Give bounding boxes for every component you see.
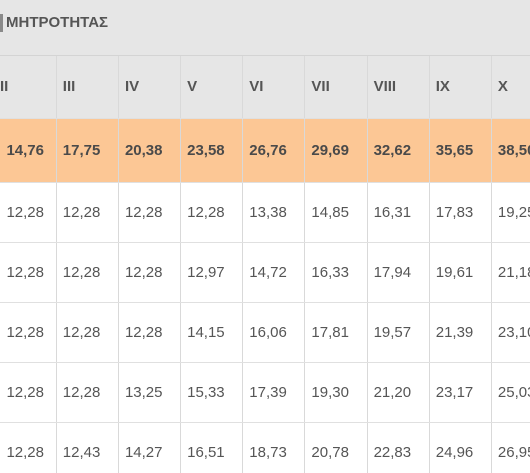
column-header: X: [491, 56, 530, 119]
table-cell: 12,28: [0, 422, 57, 473]
table-cell: 21,20: [367, 362, 430, 423]
table-cell: 12,28: [56, 242, 119, 303]
column-header: VIII: [367, 56, 430, 119]
table-cell: 20,78: [304, 422, 368, 473]
table-header-row: II III IV V VI VII VIII IX X: [0, 56, 530, 119]
rate-table: II III IV V VI VII VIII IX X 14,76 17,75…: [0, 56, 530, 473]
column-header: V: [180, 56, 244, 119]
table-cell: 26,76: [242, 118, 306, 183]
table-cell: 25,03: [491, 362, 530, 423]
table-cell: 21,39: [429, 302, 492, 363]
table-cell: 35,65: [429, 118, 492, 183]
table-cell: 16,06: [242, 302, 306, 363]
table-cell: 19,25: [491, 182, 530, 243]
column-header: VI: [242, 56, 306, 119]
table-cell: 14,27: [118, 422, 182, 473]
table-cell: 21,18: [491, 242, 530, 303]
table-cell: 17,75: [56, 118, 119, 183]
caption-marker: [0, 14, 3, 32]
table-cell: 12,28: [0, 302, 57, 363]
table-cell: 19,57: [367, 302, 430, 363]
table-cell: 12,28: [180, 182, 244, 243]
table-cell: 20,38: [118, 118, 182, 183]
table-cell: 12,28: [0, 242, 57, 303]
table-cell: 23,58: [180, 118, 244, 183]
table-cell: 13,25: [118, 362, 182, 423]
table-cell: 32,62: [367, 118, 430, 183]
table-cell: 12,28: [118, 182, 182, 243]
table-cell: 12,28: [118, 242, 182, 303]
table-cell: 26,95: [491, 422, 530, 473]
column-header: IX: [429, 56, 492, 119]
table-cell: 12,97: [180, 242, 244, 303]
table-row: 12,28 12,28 12,28 14,15 16,06 17,81 19,5…: [0, 302, 530, 363]
table-cell: 22,83: [367, 422, 430, 473]
table-cell: 14,72: [242, 242, 306, 303]
table-cell: 14,76: [0, 118, 57, 183]
table-caption: ΜΗΤΡΟΤΗΤΑΣ: [6, 14, 109, 31]
column-header: IV: [118, 56, 182, 119]
table-cell: 38,50: [491, 118, 530, 183]
table-cell: 19,61: [429, 242, 492, 303]
table-cell: 23,10: [491, 302, 530, 363]
table-cell: 12,28: [56, 362, 119, 423]
column-header: VII: [304, 56, 368, 119]
table-cell: 12,28: [56, 302, 119, 363]
table-cell: 12,28: [56, 182, 119, 243]
table-cell: 17,94: [367, 242, 430, 303]
table-cell: 18,73: [242, 422, 306, 473]
table-row: 12,28 12,28 12,28 12,97 14,72 16,33 17,9…: [0, 242, 530, 303]
highlighted-row: 14,76 17,75 20,38 23,58 26,76 29,69 32,6…: [0, 118, 530, 183]
table-cell: 16,31: [367, 182, 430, 243]
column-header: III: [56, 56, 119, 119]
table-cell: 23,17: [429, 362, 492, 423]
column-header: II: [0, 56, 57, 119]
table-cell: 12,28: [0, 182, 57, 243]
table-cell: 19,30: [304, 362, 368, 423]
table-row: 12,28 12,28 13,25 15,33 17,39 19,30 21,2…: [0, 362, 530, 423]
table-cell: 16,51: [180, 422, 244, 473]
table-cell: 16,33: [304, 242, 368, 303]
table-cell: 17,83: [429, 182, 492, 243]
table-cell: 13,38: [242, 182, 306, 243]
table-cell: 17,81: [304, 302, 368, 363]
table-row: 12,28 12,28 12,28 12,28 13,38 14,85 16,3…: [0, 182, 530, 243]
table-cell: 17,39: [242, 362, 306, 423]
table-row: 12,28 12,43 14,27 16,51 18,73 20,78 22,8…: [0, 422, 530, 473]
table-cell: 12,28: [118, 302, 182, 363]
table-cell: 15,33: [180, 362, 244, 423]
table-cell: 24,96: [429, 422, 492, 473]
table-caption-bar: ΜΗΤΡΟΤΗΤΑΣ: [0, 0, 530, 56]
table-cell: 12,28: [0, 362, 57, 423]
table-cell: 12,43: [56, 422, 119, 473]
table-cell: 14,85: [304, 182, 368, 243]
table-cell: 14,15: [180, 302, 244, 363]
table-cell: 29,69: [304, 118, 368, 183]
